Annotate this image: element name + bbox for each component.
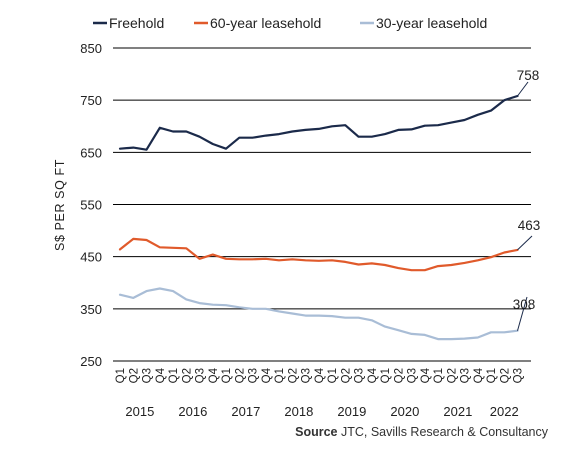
x-tick-label: Q3 xyxy=(142,368,154,383)
y-tick-label: 550 xyxy=(80,198,102,213)
end-labels: 758 463 308 xyxy=(513,68,541,331)
y-tick-label: 650 xyxy=(80,145,102,160)
series-line-0 xyxy=(118,94,519,151)
year-label-2019: 2019 xyxy=(337,404,366,419)
series-lines xyxy=(118,94,519,341)
x-tick-label: Q3 xyxy=(460,368,472,383)
x-tick-label: Q4 xyxy=(473,367,485,383)
end-label-leader-2 xyxy=(517,296,528,331)
x-tick-label: Q2 xyxy=(499,368,511,383)
x-tick-label: Q1 xyxy=(168,368,180,383)
year-label-2018: 2018 xyxy=(284,404,313,419)
series-line-2 xyxy=(118,287,519,341)
y-tick-label: 450 xyxy=(80,250,102,265)
x-tick-label: Q1 xyxy=(274,368,286,383)
x-tick-label: Q4 xyxy=(367,367,379,383)
y-tick-label: 750 xyxy=(80,93,102,108)
x-tick-label: Q2 xyxy=(234,368,246,383)
x-axis: Q1 Q2 Q3 Q4 Q1 Q2 Q3 Q4 Q1 Q2 Q3 Q4 Q1 Q2 Q3 Q4 Q1 Q2 Q3 Q4… xyxy=(115,367,525,419)
y-tick-label: 250 xyxy=(80,354,102,369)
year-label-2022: 2022 xyxy=(490,404,519,419)
x-tick-label: Q2 xyxy=(287,368,299,383)
y-axis-label: S$ PER SQ FT xyxy=(53,159,67,251)
x-tick-label: Q2 xyxy=(393,368,405,383)
legend: Freehold 60-year leasehold 30-year leaseho… xyxy=(93,15,487,31)
source-note: Source JTC, Savills Research & Consultan… xyxy=(295,425,548,439)
x-tick-label: Q2 xyxy=(128,368,140,383)
series-line-1 xyxy=(118,237,519,272)
end-label-leader-1 xyxy=(517,235,533,251)
year-label-2020: 2020 xyxy=(390,404,419,419)
x-tick-label: Q1 xyxy=(115,368,127,383)
legend-label-2: 30-year leasehold xyxy=(376,15,487,31)
x-tick-label: Q1 xyxy=(380,368,392,383)
y-tick-label: 350 xyxy=(80,302,102,317)
end-label-0: 758 xyxy=(517,68,540,83)
source-label: Source xyxy=(295,425,338,439)
year-label-2016: 2016 xyxy=(178,404,207,419)
end-label-leader-0 xyxy=(517,81,529,97)
gridlines xyxy=(113,47,531,362)
x-tick-label: Q1 xyxy=(327,368,339,383)
x-tick-label: Q2 xyxy=(340,368,352,383)
x-tick-label: Q3 xyxy=(354,368,366,383)
year-label-2015: 2015 xyxy=(125,404,154,419)
x-tick-label: Q4 xyxy=(314,367,326,383)
x-tick-label: Q1 xyxy=(221,368,233,383)
source-text: JTC, Savills Research & Consultancy xyxy=(337,425,548,439)
x-tick-label: Q1 xyxy=(486,368,498,383)
x-tick-label: Q3 xyxy=(248,368,260,383)
x-tick-label: Q4 xyxy=(155,367,167,383)
legend-label-0: Freehold xyxy=(109,15,164,31)
x-tick-label: Q4 xyxy=(420,367,432,383)
y-axis: 250 350 450 550 650 750 850 S$ PER SQ FT xyxy=(53,41,102,369)
x-tick-label: Q1 xyxy=(433,368,445,383)
x-tick-label: Q4 xyxy=(261,367,273,383)
x-tick-label: Q3 xyxy=(195,368,207,383)
x-tick-label: Q4 xyxy=(208,367,220,383)
x-tick-label: Q2 xyxy=(446,368,458,383)
x-tick-label: Q2 xyxy=(181,368,193,383)
y-tick-label: 850 xyxy=(80,41,102,56)
x-tick-label: Q3 xyxy=(513,368,525,383)
legend-label-1: 60-year leasehold xyxy=(210,15,321,31)
x-tick-label: Q3 xyxy=(301,368,313,383)
year-label-2021: 2021 xyxy=(443,404,472,419)
year-label-2017: 2017 xyxy=(231,404,260,419)
x-tick-label: Q3 xyxy=(407,368,419,383)
end-label-1: 463 xyxy=(518,218,541,233)
end-label-2: 308 xyxy=(513,297,536,312)
